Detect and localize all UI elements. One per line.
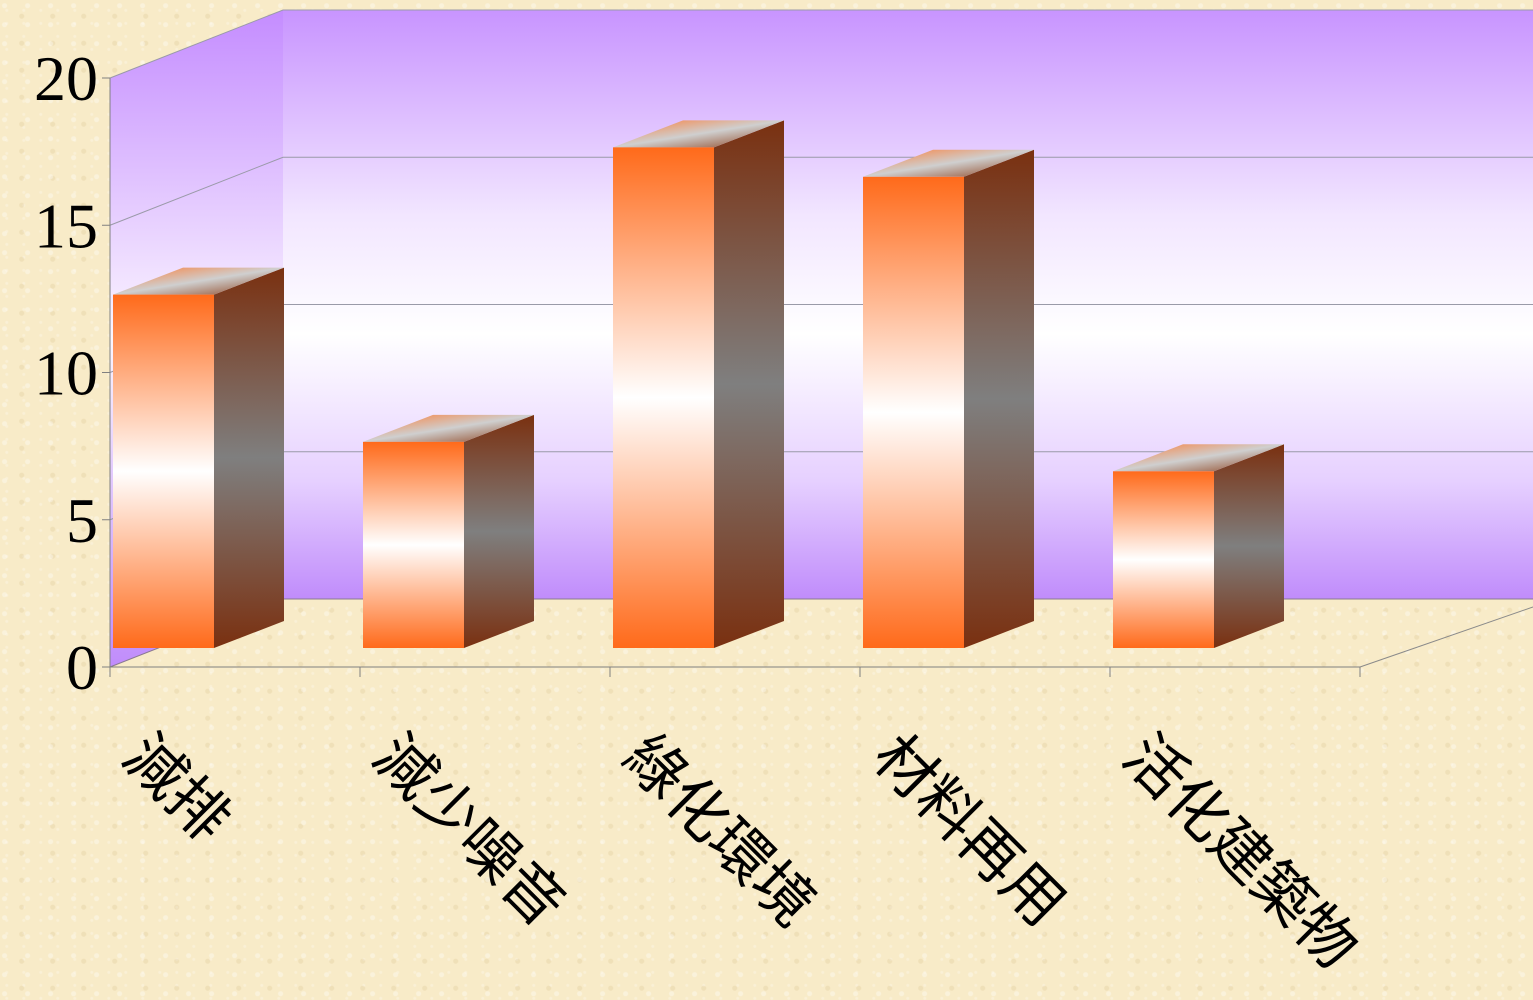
- x-category-label: 材料再用: [861, 723, 1077, 939]
- y-tick-label: 0: [66, 632, 98, 703]
- y-tick-label: 15: [34, 190, 98, 261]
- bar-1[interactable]: [113, 267, 284, 648]
- bar-top-face: [363, 414, 534, 442]
- bar-side-face: [464, 414, 534, 648]
- x-category-label: 減排: [111, 723, 243, 855]
- bar-top-face: [113, 267, 284, 295]
- x-category-label: 活化建築物: [1111, 723, 1370, 982]
- gridline: [109, 156, 1533, 226]
- y-tick-label: 20: [34, 43, 98, 114]
- bar-side-face: [214, 267, 284, 648]
- y-tick-label: 10: [34, 338, 98, 409]
- bar-3[interactable]: [613, 120, 784, 649]
- bar-5[interactable]: [1113, 444, 1284, 648]
- gridline: [109, 9, 1533, 79]
- floor-back-edge: [109, 598, 1533, 668]
- bar-2[interactable]: [363, 414, 534, 648]
- bar-front-face: [863, 176, 964, 649]
- bar-front-face: [1113, 471, 1214, 648]
- bar-side-face: [1214, 444, 1284, 648]
- bar-front-face: [613, 147, 714, 648]
- bar-side-face: [964, 149, 1034, 649]
- bar-top-face: [613, 120, 784, 148]
- x-category-label: 綠化環境: [611, 723, 827, 939]
- bar-top-face: [1113, 444, 1284, 472]
- bar-front-face: [113, 294, 214, 648]
- bar-top-face: [863, 149, 1034, 177]
- y-tick-label: 5: [66, 485, 98, 556]
- bar-side-face: [714, 120, 784, 649]
- bar-front-face: [363, 441, 464, 648]
- floor-right-edge: [1359, 606, 1533, 668]
- bar-4[interactable]: [863, 149, 1034, 649]
- x-category-label: 減少噪音: [361, 723, 577, 939]
